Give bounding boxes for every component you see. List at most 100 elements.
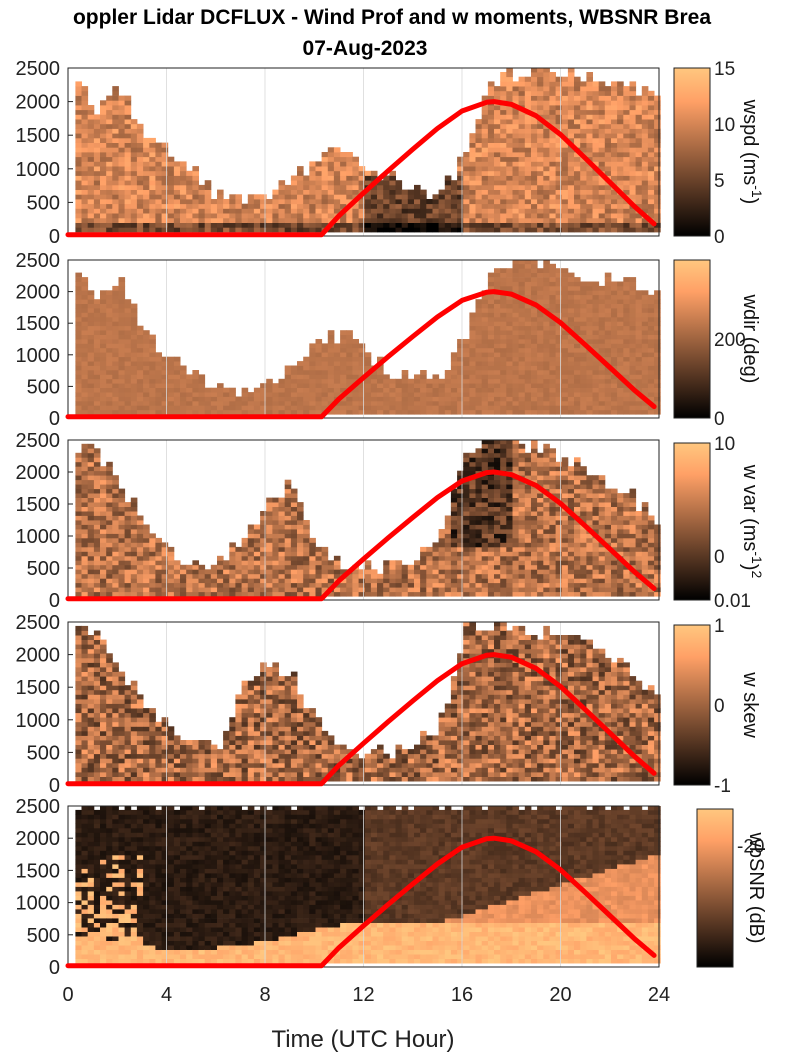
heatmap-cell [173,170,181,176]
heatmap-cell [475,497,483,503]
heatmap-cell [309,392,316,397]
heatmap-cell [118,542,126,548]
heatmap-cell [260,194,267,200]
heatmap-cell [641,392,649,397]
heatmap-cell [143,347,150,353]
heatmap-cell [204,587,212,593]
heatmap-cell [450,356,458,362]
heatmap-cell [567,100,575,106]
heatmap-cell [229,227,236,233]
heatmap-cell [309,184,316,190]
heatmap-cell [654,199,661,205]
heatmap-cell [321,546,329,552]
heatmap-cell [155,370,162,375]
heatmap-cell [155,555,162,561]
heatmap-cell [303,396,310,402]
heatmap-cell [364,208,372,214]
heatmap-cell [278,396,286,402]
heatmap-cell [106,578,113,584]
heatmap-cell [75,152,82,158]
heatmap-cell [518,203,526,209]
heatmap-cell [364,356,372,362]
heatmap-cell [364,578,372,584]
heatmap-cell [75,194,82,200]
heatmap-cell [635,356,643,362]
heatmap-cell [457,156,464,162]
heatmap-cell [500,208,507,214]
heatmap-cell [457,374,464,380]
heatmap-cell [272,542,279,548]
heatmap-cell [463,573,470,579]
heatmap-cell [580,312,587,318]
heatmap-cell [364,569,372,575]
heatmap-cell [635,142,643,148]
heatmap-cell [260,546,267,552]
heatmap-cell [327,203,335,209]
heatmap-cell [321,396,329,402]
heatmap-cell [81,152,89,158]
heatmap-cell [272,551,279,557]
heatmap-cell [549,308,556,313]
heatmap-cell [118,396,126,402]
heatmap-cell [87,217,95,223]
heatmap-cell [112,533,119,539]
heatmap-cell [118,170,126,176]
heatmap-cell [531,294,538,300]
heatmap-cell [549,217,556,223]
heatmap-cell [457,582,464,588]
heatmap-cell [469,356,476,362]
heatmap-cell [561,343,569,349]
heatmap-cell [580,95,587,101]
heatmap-cell [136,184,144,190]
heatmap-cell [315,213,323,219]
heatmap-cell [155,175,162,181]
heatmap-cell [537,400,544,406]
heatmap-cell [592,119,600,125]
heatmap-cell [586,222,593,228]
heatmap-cell [611,213,618,219]
heatmap-cell [93,361,101,366]
heatmap-cell [136,142,144,148]
heatmap-cell [235,409,242,415]
heatmap-cell [364,396,372,402]
heatmap-cell [118,321,126,327]
heatmap-cell [315,166,323,172]
heatmap-cell [580,405,587,411]
heatmap-cell [278,383,286,388]
heatmap-cell [266,511,273,516]
heatmap-cell [100,409,107,415]
heatmap-cell [463,551,470,557]
heatmap-cell [395,213,403,219]
heatmap-cell [124,119,132,125]
heatmap-cell [87,356,95,362]
heatmap-cell [604,217,612,223]
heatmap-cell [143,334,150,340]
heatmap-cell [531,147,538,153]
heatmap-cell [549,290,556,296]
heatmap-cell [469,551,476,557]
heatmap-cell [309,400,316,406]
heatmap-cell [611,128,618,134]
heatmap-cell [87,213,95,219]
heatmap-cell [333,352,341,358]
heatmap-cell [370,405,378,411]
heatmap-cell [210,222,218,228]
heatmap-cell [500,383,507,388]
heatmap-cell [487,152,495,158]
heatmap-cell [93,356,101,362]
heatmap-cell [87,203,95,209]
heatmap-cell [136,199,144,205]
heatmap-cell [149,137,156,143]
heatmap-cell [598,133,606,139]
heatmap-cell [537,334,544,340]
heatmap-cell [130,560,138,566]
heatmap-cell [611,352,618,358]
heatmap-cell [93,466,101,472]
heatmap-cell [87,542,95,548]
heatmap-cell [512,343,520,349]
heatmap-cell [100,137,107,143]
heatmap-cell [112,133,119,139]
heatmap-cell [469,361,476,366]
heatmap-cell [531,105,538,111]
heatmap-cell [567,180,575,186]
